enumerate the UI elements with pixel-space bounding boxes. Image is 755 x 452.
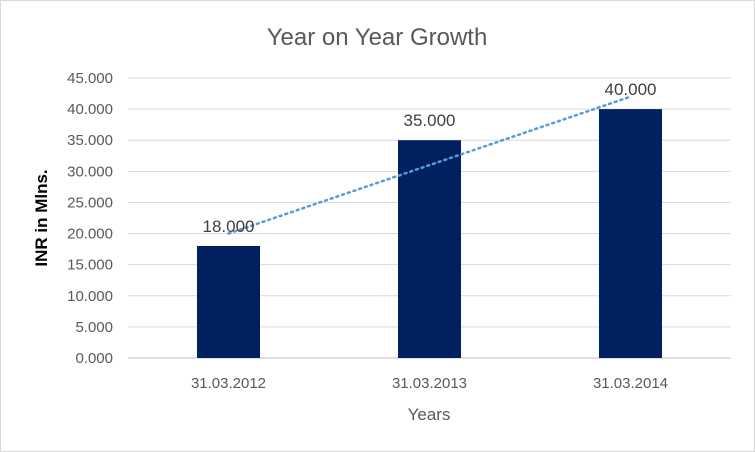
- bar: [398, 140, 461, 358]
- x-tick-label: 31.03.2012: [191, 375, 266, 392]
- data-label: 18.000: [203, 217, 255, 236]
- y-tick-label: 0.000: [75, 350, 113, 367]
- y-tick-label: 5.000: [75, 319, 113, 336]
- chart-title: Year on Year Growth: [267, 24, 488, 51]
- y-tick-label: 10.000: [67, 288, 113, 305]
- y-tick-label: 45.000: [67, 70, 113, 87]
- y-tick-label: 35.000: [67, 132, 113, 149]
- y-tick-label: 30.000: [67, 163, 113, 180]
- y-tick-label: 15.000: [67, 257, 113, 274]
- data-label: 40.000: [605, 80, 657, 99]
- y-tick-label: 25.000: [67, 194, 113, 211]
- x-axis-label: Years: [408, 405, 451, 424]
- x-tick-label: 31.03.2014: [593, 375, 668, 392]
- data-label: 35.000: [404, 111, 456, 130]
- y-tick-label: 20.000: [67, 226, 113, 243]
- trendline: [227, 95, 632, 235]
- x-tick-label: 31.03.2013: [392, 375, 467, 392]
- bar: [599, 109, 662, 358]
- y-tick-label: 40.000: [67, 101, 113, 118]
- bar: [197, 246, 260, 358]
- y-axis-label: INR in Mlns.: [32, 169, 51, 266]
